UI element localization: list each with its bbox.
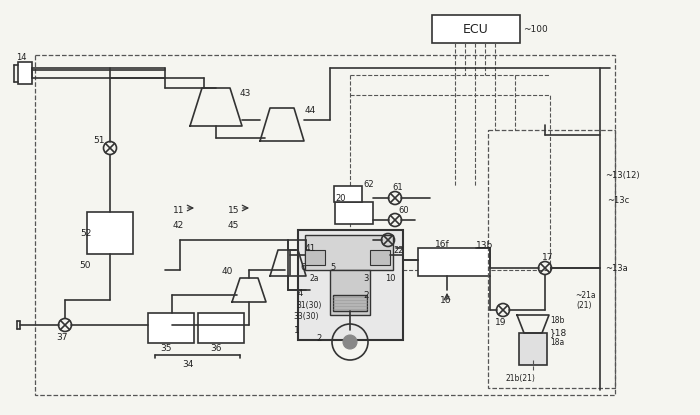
- Bar: [418, 248, 490, 276]
- Text: 36: 36: [210, 344, 221, 352]
- Text: 40: 40: [222, 266, 233, 276]
- Text: 18a: 18a: [550, 337, 564, 347]
- Text: 13b: 13b: [476, 241, 494, 249]
- Bar: [335, 202, 373, 224]
- Text: 33(30): 33(30): [293, 312, 319, 320]
- Bar: [334, 186, 362, 202]
- Text: 31(30): 31(30): [296, 300, 321, 310]
- Text: 41: 41: [305, 244, 316, 252]
- Bar: [488, 130, 615, 388]
- Bar: [333, 295, 367, 311]
- Text: 45: 45: [228, 220, 239, 229]
- Text: ~13a: ~13a: [605, 264, 628, 273]
- Text: 51: 51: [93, 136, 104, 144]
- Text: 34: 34: [182, 359, 194, 369]
- Text: 52: 52: [80, 229, 92, 237]
- Bar: [350, 95, 550, 270]
- Text: 43: 43: [240, 88, 251, 98]
- Bar: [18, 62, 32, 84]
- Text: ~21a: ~21a: [575, 290, 596, 300]
- Text: 16f: 16f: [435, 239, 449, 249]
- Text: ~13(12): ~13(12): [605, 171, 640, 180]
- Bar: [198, 313, 244, 343]
- Text: 2a: 2a: [310, 273, 319, 283]
- Text: 61: 61: [392, 183, 402, 191]
- Text: }18: }18: [550, 329, 567, 337]
- Text: 14: 14: [16, 53, 27, 61]
- Text: 2: 2: [363, 290, 369, 300]
- Text: ECU: ECU: [463, 22, 489, 36]
- Text: 60: 60: [398, 205, 409, 215]
- Bar: [148, 313, 194, 343]
- Text: 11: 11: [173, 205, 185, 215]
- Text: 35: 35: [160, 344, 172, 352]
- Bar: [298, 230, 403, 340]
- Bar: [519, 333, 547, 365]
- Text: ~13c: ~13c: [607, 195, 629, 205]
- Text: 62: 62: [363, 180, 374, 188]
- Bar: [432, 15, 520, 43]
- Text: 17: 17: [542, 252, 554, 261]
- Text: (21): (21): [576, 300, 592, 310]
- Text: 2: 2: [316, 334, 321, 342]
- Text: 44: 44: [305, 105, 316, 115]
- Text: 42: 42: [173, 220, 184, 229]
- Text: 1: 1: [294, 325, 300, 334]
- Text: ~100: ~100: [523, 24, 547, 34]
- Text: 10: 10: [385, 273, 396, 283]
- Text: 16: 16: [440, 295, 452, 305]
- Bar: [87, 212, 133, 254]
- Text: 6: 6: [300, 263, 305, 271]
- Bar: [305, 235, 393, 270]
- Text: 22: 22: [393, 246, 403, 254]
- Bar: [330, 270, 370, 315]
- Text: 19: 19: [495, 317, 507, 327]
- Bar: [35, 55, 615, 395]
- Circle shape: [343, 335, 357, 349]
- Bar: [305, 250, 325, 265]
- Text: 20: 20: [335, 193, 346, 203]
- Text: 15: 15: [228, 205, 239, 215]
- Bar: [370, 250, 390, 265]
- Text: 50: 50: [79, 261, 90, 269]
- Text: 4: 4: [298, 288, 303, 298]
- Text: 3: 3: [363, 273, 368, 283]
- Text: 18b: 18b: [550, 315, 564, 325]
- Text: 5: 5: [330, 263, 335, 271]
- Text: 37: 37: [56, 332, 67, 342]
- Text: 21b(21): 21b(21): [505, 374, 535, 383]
